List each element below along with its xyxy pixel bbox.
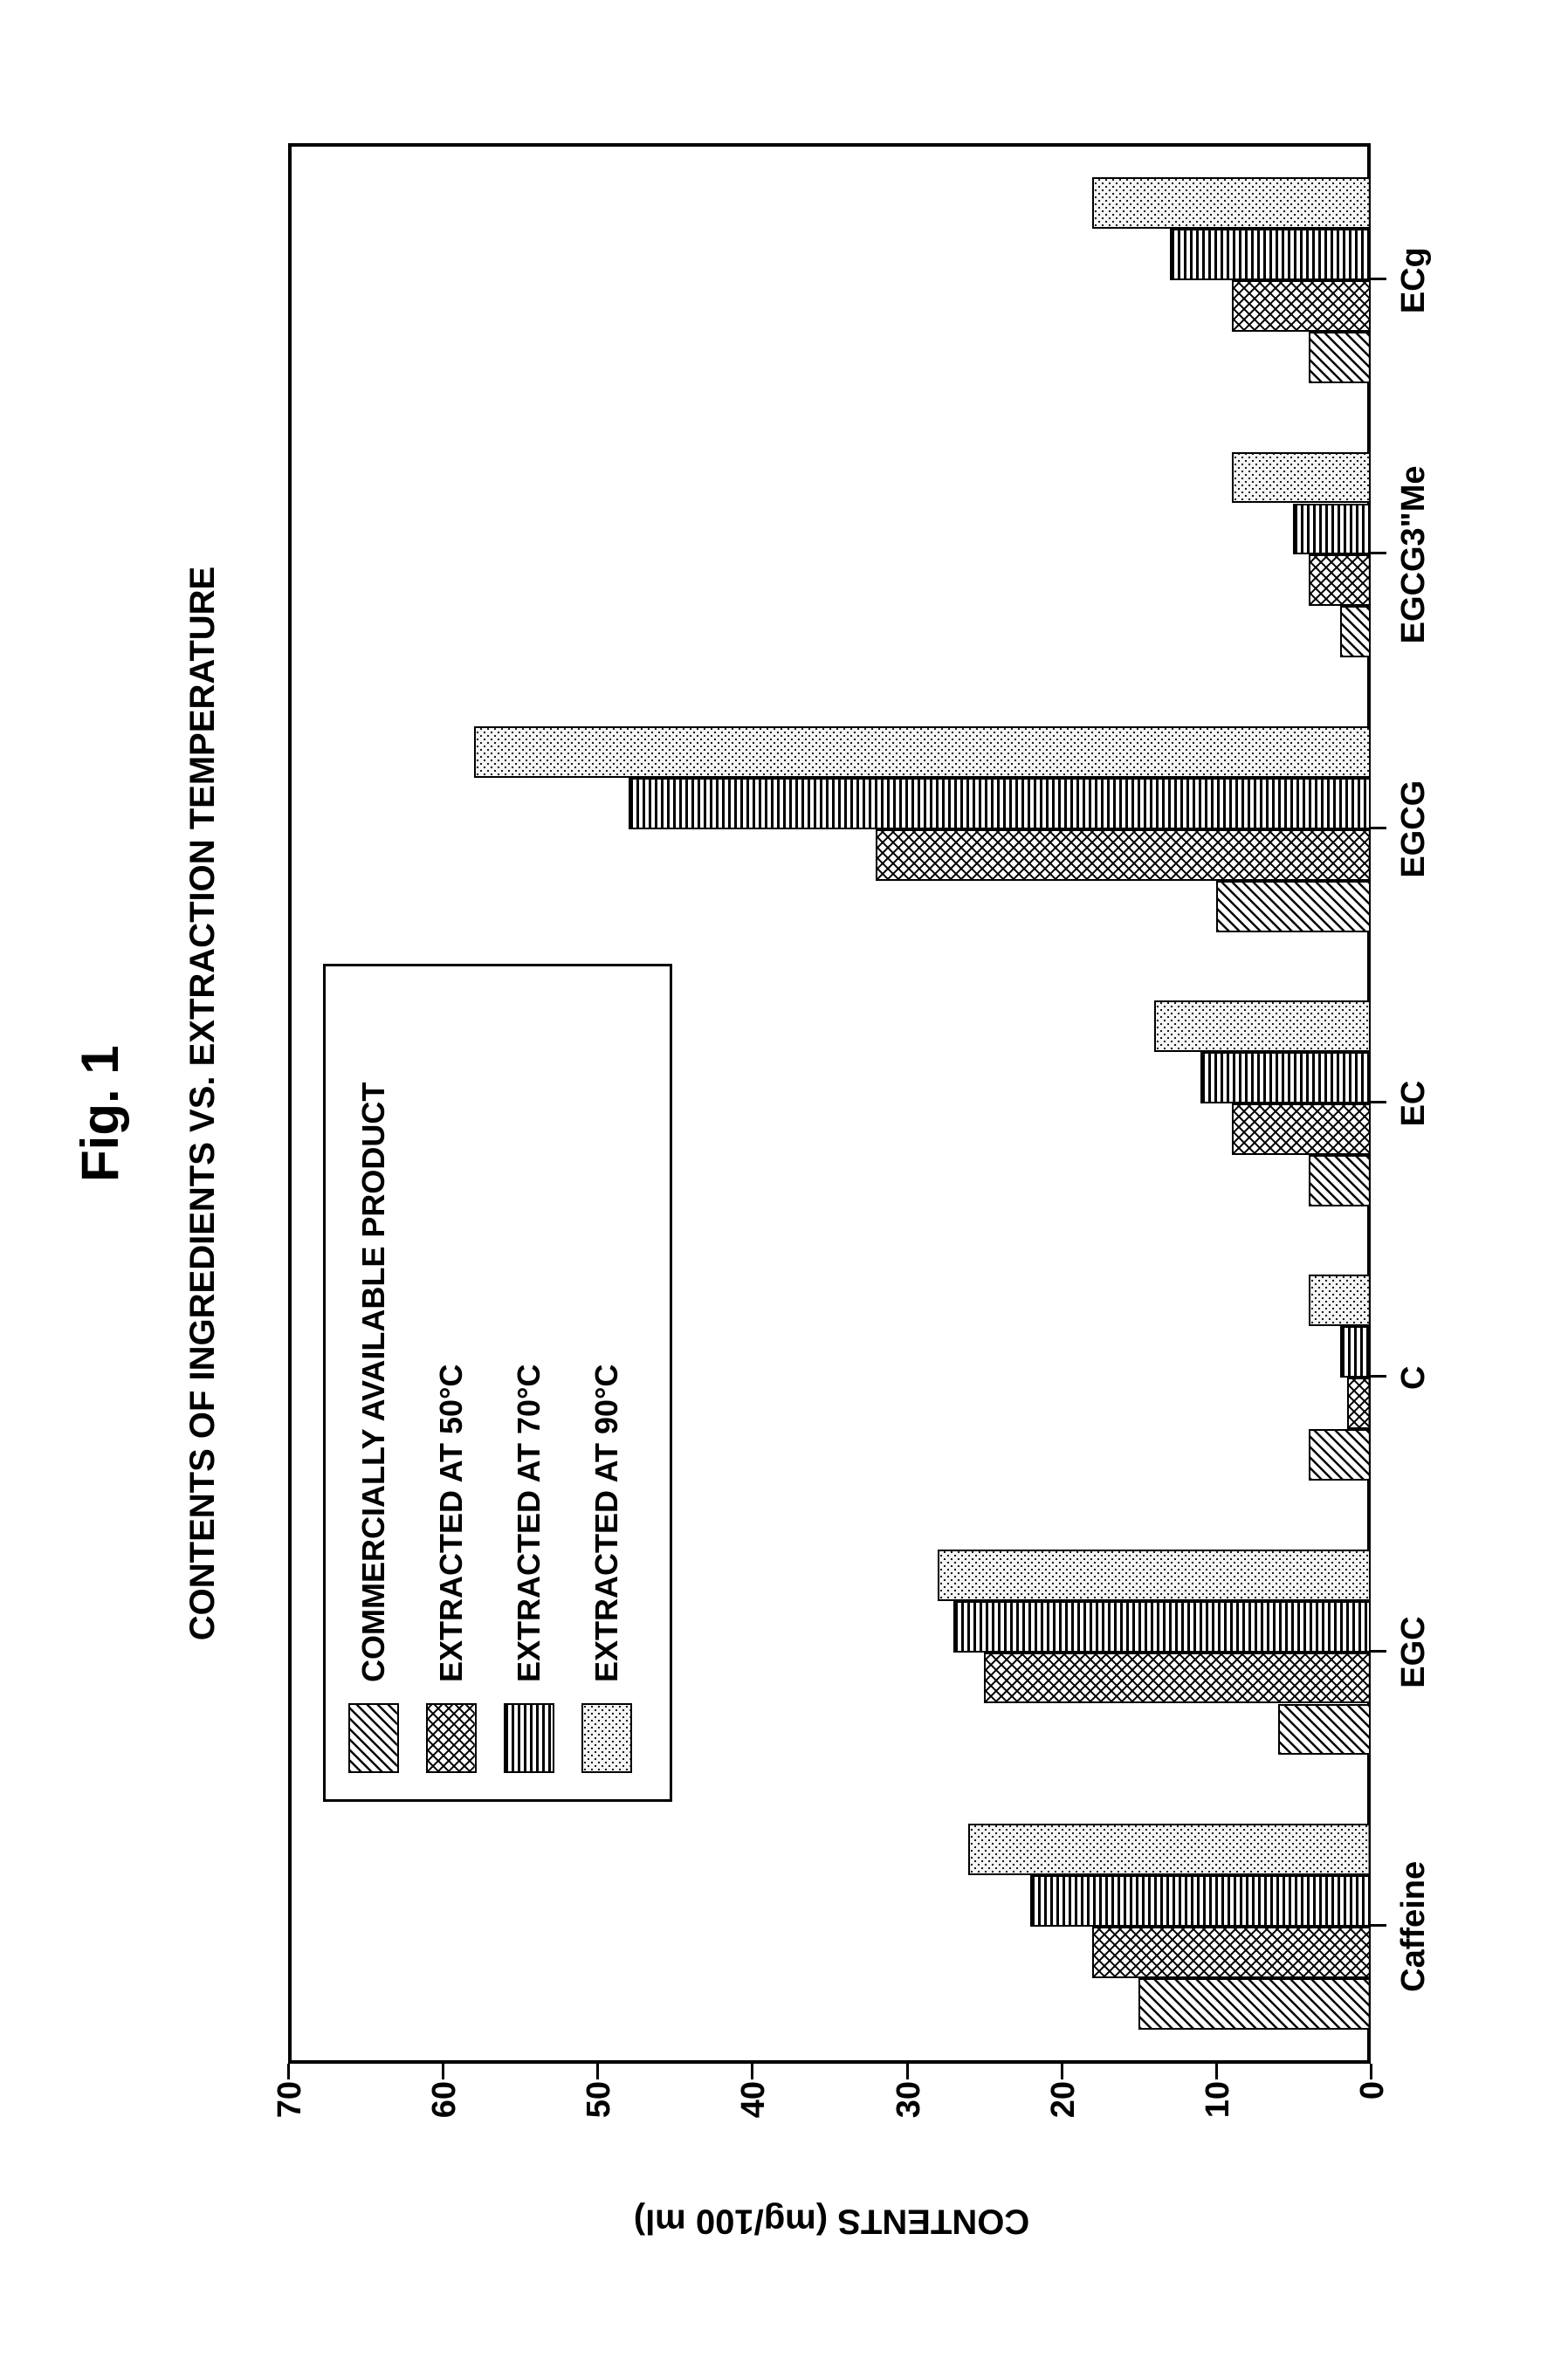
bar <box>1340 1326 1371 1378</box>
legend-item: COMMERCIALLY AVAILABLE PRODUCT <box>339 1082 409 1773</box>
legend-label: COMMERCIALLY AVAILABLE PRODUCT <box>355 1082 392 1682</box>
y-tick-mark <box>1061 2064 1063 2079</box>
y-tick-label: 0 <box>1354 2081 1392 2160</box>
bar <box>1170 229 1371 280</box>
y-tick-label: 20 <box>1045 2081 1083 2160</box>
legend-swatch <box>426 1703 477 1773</box>
bar <box>1309 1429 1371 1481</box>
y-tick-mark <box>751 2064 753 2079</box>
bar <box>968 1824 1371 1875</box>
x-tick-label: ECg <box>1395 143 1433 417</box>
bar <box>1232 280 1371 332</box>
y-tick-mark <box>1215 2064 1218 2079</box>
y-tick-mark <box>1370 2064 1372 2079</box>
legend-label: EXTRACTED AT 50°C <box>433 1364 470 1682</box>
bar <box>1309 554 1371 606</box>
y-axis-label: CONTENTS (mg/100 ml) <box>291 2202 1373 2241</box>
y-tick-mark <box>596 2064 599 2079</box>
figure-label: Fig. 1 <box>70 1045 130 1182</box>
x-tick-label: EGCG3"Me <box>1395 417 1433 691</box>
bar <box>1232 452 1371 504</box>
legend-item: EXTRACTED AT 90°C <box>572 1364 642 1773</box>
legend-swatch <box>348 1703 399 1773</box>
bar <box>938 1550 1371 1601</box>
legend-swatch <box>581 1703 632 1773</box>
bar <box>1154 1000 1371 1052</box>
bar <box>953 1601 1371 1653</box>
x-tick-mark <box>1371 827 1386 829</box>
bar <box>1092 1927 1371 1978</box>
x-tick-label: Caffeine <box>1395 1790 1433 2064</box>
bar <box>1309 1275 1371 1326</box>
bar <box>1138 1978 1371 2030</box>
y-tick-label: 10 <box>1200 2081 1237 2160</box>
y-tick-mark <box>906 2064 909 2079</box>
legend-label: EXTRACTED AT 70°C <box>511 1364 547 1682</box>
bar <box>1293 504 1371 555</box>
x-tick-mark <box>1371 278 1386 280</box>
bar <box>474 726 1371 778</box>
legend-item: EXTRACTED AT 70°C <box>494 1364 564 1773</box>
bar <box>1278 1704 1371 1756</box>
bar <box>1232 1103 1371 1155</box>
chart-title: CONTENTS OF INGREDIENTS VS. EXTRACTION T… <box>183 143 223 2064</box>
bar <box>1340 606 1371 657</box>
x-tick-label: C <box>1395 1241 1433 1515</box>
bar <box>1030 1875 1371 1927</box>
x-tick-mark <box>1371 552 1386 554</box>
y-tick-mark <box>287 2064 290 2079</box>
bar <box>876 829 1371 881</box>
y-tick-label: 60 <box>426 2081 464 2160</box>
bar <box>1309 1155 1371 1206</box>
y-tick-label: 70 <box>272 2081 309 2160</box>
bar <box>984 1653 1371 1704</box>
chart-canvas: Fig. 1 CONTENTS OF INGREDIENTS VS. EXTRA… <box>0 0 1568 2378</box>
bar <box>1092 177 1371 229</box>
legend-item: EXTRACTED AT 50°C <box>416 1364 486 1773</box>
x-tick-mark <box>1371 1924 1386 1927</box>
x-tick-label: EGC <box>1395 1515 1433 1789</box>
bar <box>1200 1052 1371 1103</box>
page: Fig. 1 CONTENTS OF INGREDIENTS VS. EXTRA… <box>0 0 1568 2378</box>
x-tick-label: EC <box>1395 966 1433 1241</box>
legend-swatch <box>504 1703 554 1773</box>
y-tick-label: 50 <box>581 2081 618 2160</box>
bar <box>1347 1378 1371 1429</box>
bar <box>1309 332 1371 383</box>
y-tick-label: 40 <box>735 2081 773 2160</box>
x-tick-mark <box>1371 1101 1386 1103</box>
x-tick-mark <box>1371 1650 1386 1653</box>
x-tick-mark <box>1371 1375 1386 1378</box>
y-tick-mark <box>442 2064 444 2079</box>
legend-label: EXTRACTED AT 90°C <box>588 1364 625 1682</box>
x-tick-label: EGCG <box>1395 692 1433 966</box>
bar <box>1216 881 1371 932</box>
bar <box>629 778 1371 829</box>
y-tick-label: 30 <box>891 2081 928 2160</box>
legend: COMMERCIALLY AVAILABLE PRODUCT EXTRACTED … <box>323 964 672 1802</box>
